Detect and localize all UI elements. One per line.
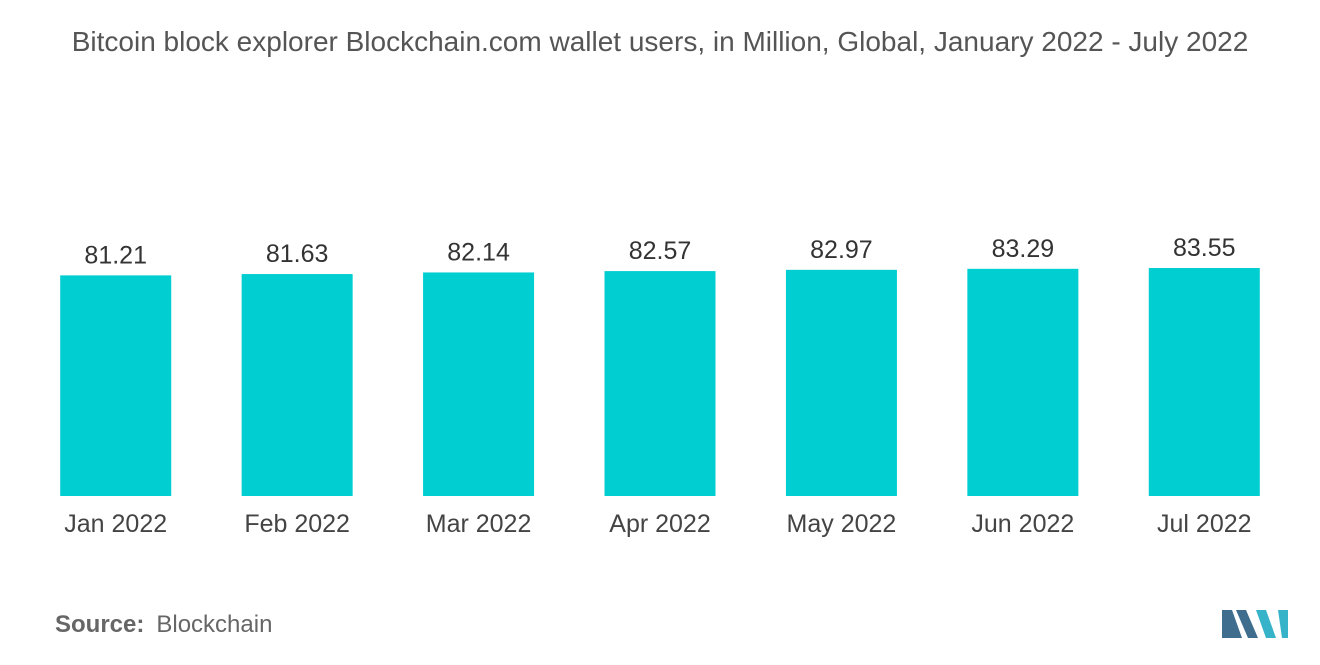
bar-apr-2022 bbox=[604, 271, 716, 496]
x-tick-label: Apr 2022 bbox=[609, 510, 710, 538]
x-tick-label: Jun 2022 bbox=[971, 510, 1074, 538]
data-label: 82.97 bbox=[810, 236, 873, 264]
source-label: Source: bbox=[55, 611, 145, 638]
brand-logo-icon bbox=[1222, 610, 1288, 638]
bar-may-2022 bbox=[785, 269, 897, 496]
x-tick-label: Jul 2022 bbox=[1157, 510, 1252, 538]
x-tick-label: Mar 2022 bbox=[426, 510, 532, 538]
source-value: Blockchain bbox=[156, 611, 273, 638]
x-tick-label: Feb 2022 bbox=[244, 510, 350, 538]
data-label: 83.29 bbox=[992, 235, 1055, 263]
chart-title: Bitcoin block explorer Blockchain.com wa… bbox=[71, 26, 1249, 57]
data-label: 82.57 bbox=[629, 237, 692, 265]
bar-feb-2022 bbox=[241, 274, 353, 496]
data-label: 81.63 bbox=[266, 240, 329, 268]
x-tick-label: May 2022 bbox=[787, 510, 897, 538]
bar-chart: 81.21 Jan 2022 81.63 Feb 2022 82.14 Mar 2022 8… bbox=[60, 234, 1260, 538]
bar-jun-2022 bbox=[967, 268, 1079, 496]
bar-jan-2022 bbox=[60, 275, 172, 496]
x-tick-label: Jan 2022 bbox=[64, 510, 167, 538]
data-label: 83.55 bbox=[1173, 234, 1236, 262]
source-line: Source: Blockchain bbox=[55, 611, 272, 639]
bar-mar-2022 bbox=[423, 272, 535, 496]
data-label: 81.21 bbox=[84, 241, 147, 269]
bar-jul-2022 bbox=[1148, 268, 1260, 496]
data-label: 82.14 bbox=[447, 238, 510, 266]
